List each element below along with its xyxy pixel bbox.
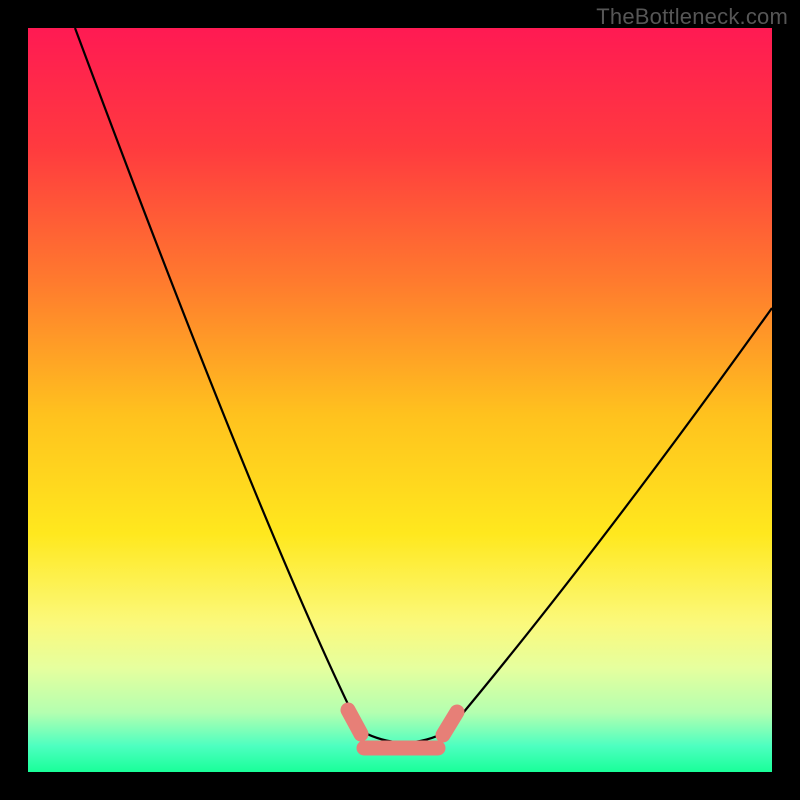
outer-frame: TheBottleneck.com xyxy=(0,0,800,800)
chart-svg xyxy=(28,28,772,772)
gradient-background xyxy=(28,28,772,772)
plot-area xyxy=(28,28,772,772)
watermark-text: TheBottleneck.com xyxy=(596,4,788,30)
